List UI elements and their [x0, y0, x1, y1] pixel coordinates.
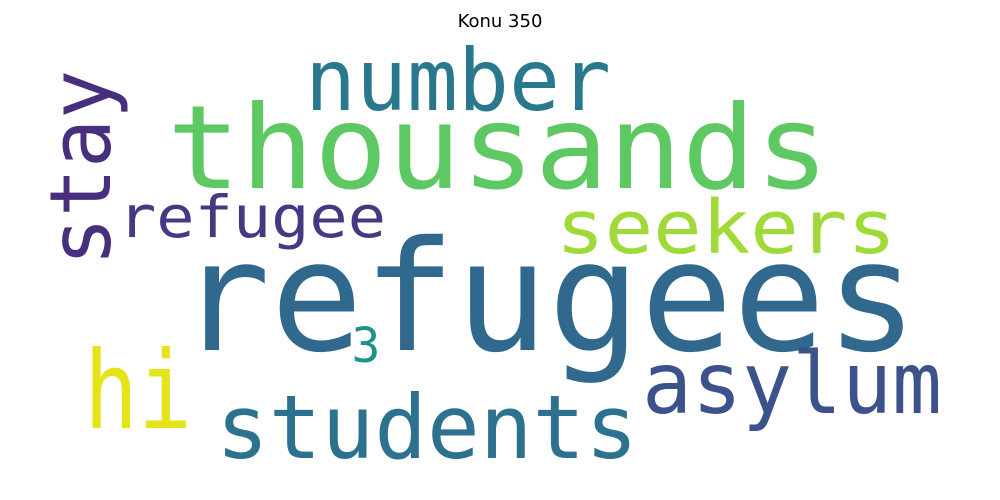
word-asylum: asylum [642, 334, 942, 434]
word-refugee: refugee [118, 183, 386, 251]
word-thousands: thousands [167, 81, 829, 216]
word-hi: hi [84, 329, 192, 454]
word-number: number [305, 31, 611, 131]
word-3: 3 [352, 318, 381, 374]
word-refugees: refugees [178, 209, 918, 387]
wordcloud-title: Konu 350 [457, 11, 543, 32]
word-students: students [216, 376, 638, 479]
word-seekers: seekers [556, 185, 896, 271]
word-stay: stay [32, 70, 131, 266]
